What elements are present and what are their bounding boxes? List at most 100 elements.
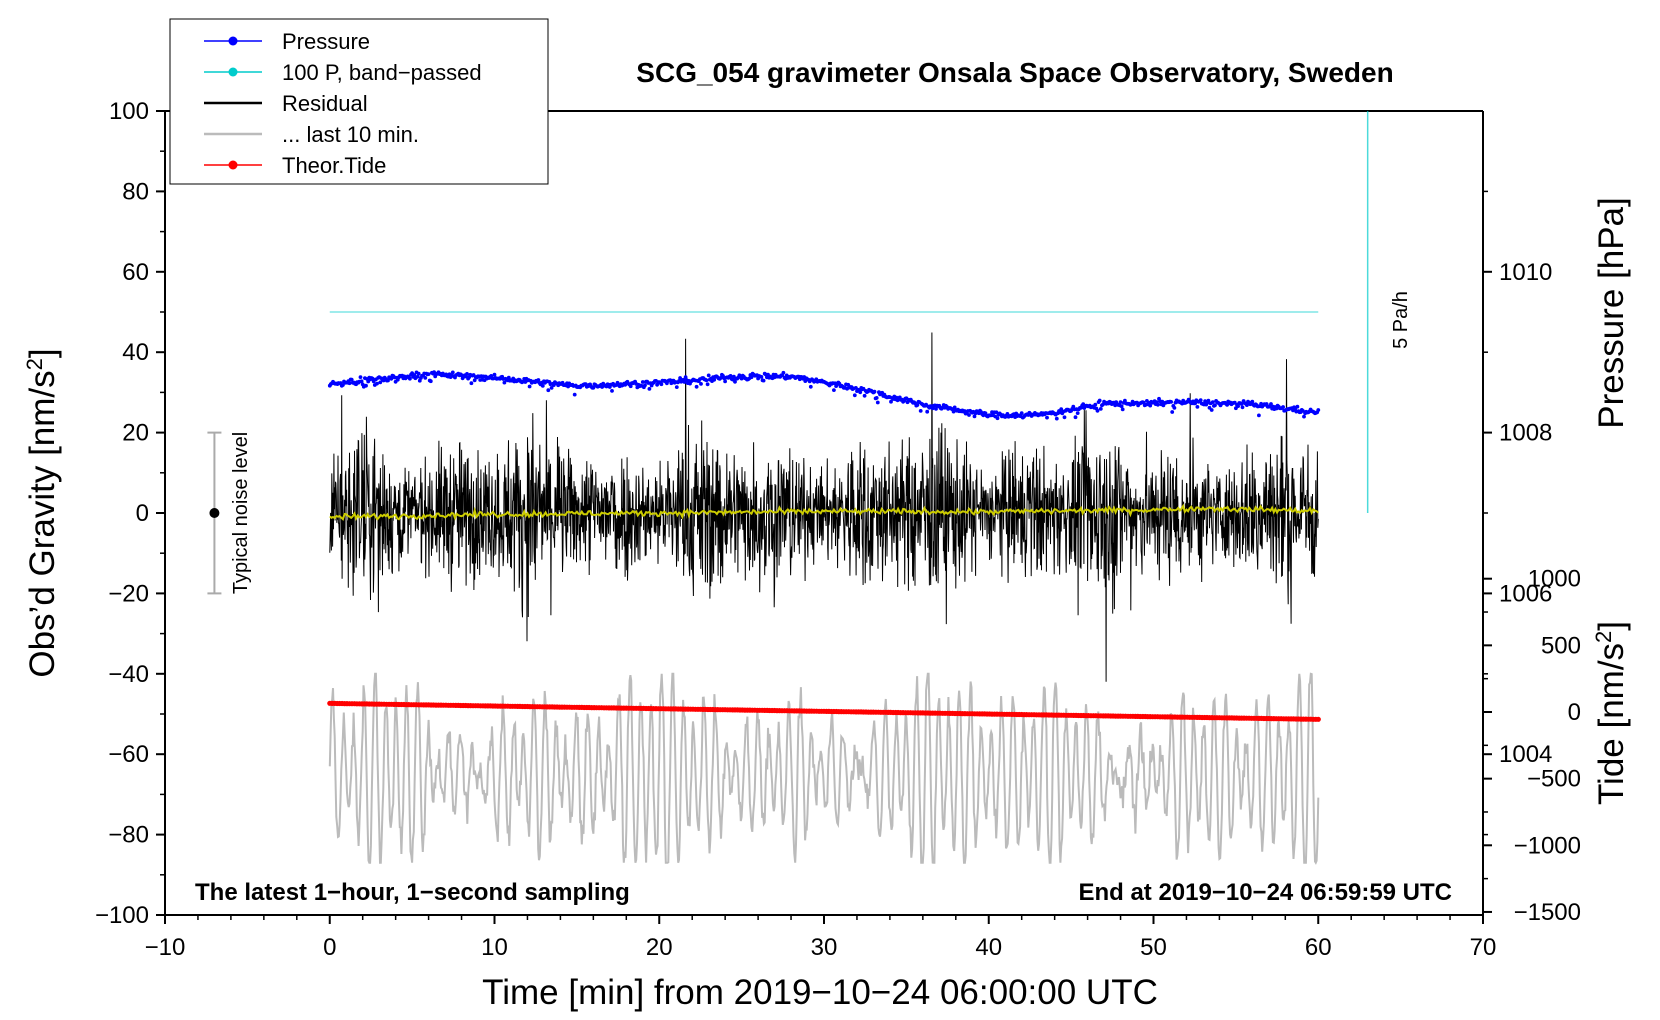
pressure-point <box>733 379 737 384</box>
pressure-point <box>705 382 710 387</box>
pressure-point <box>1269 402 1273 406</box>
residual-line <box>329 332 1319 682</box>
pressure-point <box>527 384 532 389</box>
pressure-point <box>1245 403 1249 407</box>
legend-marker <box>228 67 238 77</box>
pressure-point <box>450 370 455 375</box>
pressure-point <box>1019 411 1024 416</box>
y-tick-label: −20 <box>108 580 149 607</box>
pressure-point <box>862 393 867 398</box>
y-tick-label: 80 <box>122 178 149 205</box>
legend-label: 100 P, band−passed <box>282 60 482 85</box>
pressure-tick-label: 1008 <box>1499 420 1552 447</box>
pressure-point <box>1119 404 1124 409</box>
pressure-point <box>1295 404 1300 409</box>
pressure-point <box>506 375 511 380</box>
pressure-point <box>347 381 352 386</box>
pressure-point <box>918 409 923 413</box>
pressure-point <box>472 378 477 383</box>
pressure-point <box>674 385 679 389</box>
pressure-point <box>1098 407 1103 411</box>
noise-level-indicator <box>207 431 222 595</box>
pressure-point <box>915 403 920 407</box>
pressure-point <box>502 380 507 385</box>
pressure-point <box>549 386 554 390</box>
pressure-point <box>546 388 551 393</box>
pressure-point <box>852 393 857 398</box>
pressure-point <box>832 388 836 392</box>
pressure-point <box>723 379 727 384</box>
pressure-point <box>699 382 703 386</box>
y-tick-label: −80 <box>108 822 149 849</box>
tide-tick-label: −1500 <box>1514 899 1581 926</box>
pressure-point <box>536 378 541 382</box>
y-axis-label-sup: 2 <box>22 358 47 370</box>
y-tick-label: 0 <box>136 500 149 527</box>
pressure-point <box>1209 408 1214 412</box>
tide-axis-label: Tide [nm/s2] <box>1591 621 1632 805</box>
legend-box <box>169 18 549 185</box>
pressure-point <box>572 392 577 397</box>
x-tick-label: 50 <box>1140 934 1167 961</box>
chart-title: SCG_054 gravimeter Onsala Space Observat… <box>636 57 1393 88</box>
x-tick-label: 60 <box>1305 934 1332 961</box>
pressure-point <box>1195 405 1200 409</box>
pressure-point <box>1075 411 1080 415</box>
y-tick-label: −60 <box>108 741 149 768</box>
pressure-point <box>1172 406 1177 410</box>
y-axis-label: Obs’d Gravity [nm/s2] <box>22 348 63 677</box>
x-tick-label: 10 <box>481 934 508 961</box>
pressure-point <box>389 376 394 381</box>
noise-bar-center <box>209 508 220 518</box>
pressure-point <box>412 373 417 377</box>
legend-label: Theor.Tide <box>282 153 386 178</box>
pressure-point <box>349 377 354 382</box>
y-tick-label: 100 <box>109 98 149 125</box>
pressure-tick-label: 1006 <box>1499 580 1552 607</box>
pressure-point <box>704 378 709 383</box>
pressure-point <box>492 372 497 377</box>
pressure-point <box>934 407 938 411</box>
pressure-point <box>728 374 733 378</box>
pressure-point <box>359 379 364 384</box>
pressure-point <box>706 373 711 378</box>
end-time-annotation: End at 2019−10−24 06:59:59 UTC <box>1078 879 1452 906</box>
pressure-point <box>610 389 614 393</box>
pressure-point <box>995 416 1000 421</box>
y-tick-label: 20 <box>122 420 149 447</box>
pressure-point <box>1250 399 1255 404</box>
pressure-point <box>712 377 717 382</box>
pressure-tick-label: 1010 <box>1499 259 1552 286</box>
tide-axis-label-main: Tide [nm/s <box>1592 643 1631 805</box>
pressure-point <box>925 409 930 414</box>
x-tick-label: 0 <box>323 934 336 961</box>
pressure-point <box>386 378 390 383</box>
pressure-point <box>1073 415 1078 420</box>
pressure-point <box>1093 402 1098 407</box>
tide-tick-label: 0 <box>1568 699 1581 726</box>
pressure-point <box>428 379 433 384</box>
pressure-tick-label: 1004 <box>1499 741 1552 768</box>
pressure-point <box>1062 415 1067 420</box>
pressure-point <box>1236 404 1240 408</box>
pressure-point <box>364 383 368 388</box>
pressure-point <box>1059 407 1064 411</box>
smoothed-residual-line <box>329 503 1319 521</box>
tide-tick-label: 500 <box>1541 632 1581 659</box>
tide-axis-label-close: ] <box>1592 621 1631 631</box>
tide-points <box>327 700 1321 722</box>
pressure-point <box>1198 398 1203 403</box>
pressure-point <box>1281 405 1285 409</box>
pressure-point <box>416 371 421 376</box>
pressure-point <box>1302 414 1306 419</box>
pressure-point <box>967 413 971 417</box>
pressure-point <box>358 375 363 379</box>
pressure-point <box>858 390 863 395</box>
pressure-point <box>781 370 786 375</box>
pressure-point <box>415 374 420 379</box>
y-tick-label: 60 <box>122 259 149 286</box>
pressure-point <box>591 385 596 390</box>
pressure-point <box>749 375 754 380</box>
pressure-point <box>875 400 880 405</box>
